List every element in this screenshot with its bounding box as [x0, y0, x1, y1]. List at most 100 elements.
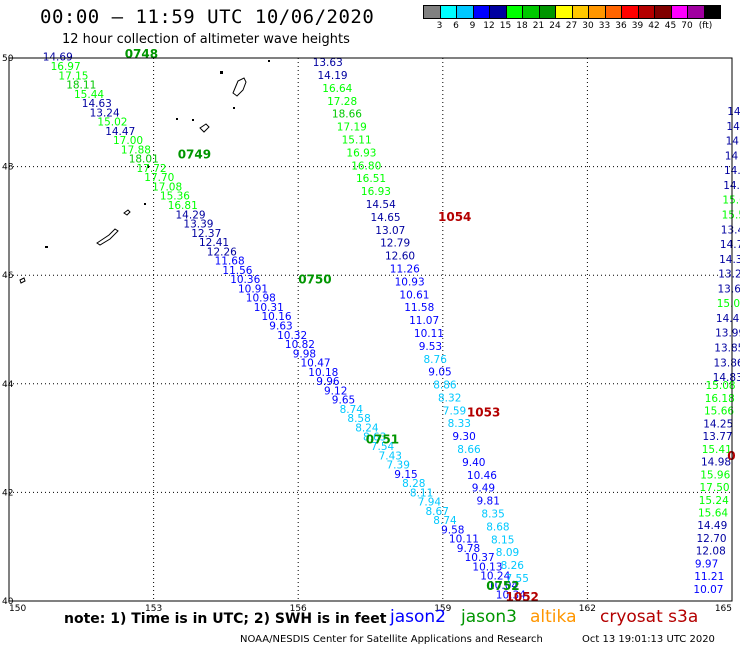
- colorbar-label: 9: [469, 21, 476, 31]
- colorbar-label: 3: [436, 21, 443, 31]
- swh-value: 7.54: [371, 441, 395, 453]
- islet: [233, 107, 235, 109]
- map-title: 00:00 – 11:59 UTC 10/06/2020: [40, 6, 375, 28]
- swh-value: 7.59: [443, 405, 466, 417]
- lon-tick-label: 156: [290, 604, 307, 614]
- pass-label: 1054: [438, 210, 471, 224]
- kuril-island: [232, 77, 247, 97]
- swh-value: 14.49: [697, 520, 727, 532]
- swh-value: 14.83: [713, 372, 740, 384]
- swh-value: 10.47: [301, 358, 331, 370]
- pass-label: 1053: [467, 405, 500, 419]
- credit: NOAA/NESDIS Center for Satellite Applica…: [240, 634, 543, 645]
- swh-value: 8.74: [340, 404, 364, 416]
- swh-value: 15.08: [706, 380, 736, 392]
- swh-value: 11.26: [390, 264, 420, 276]
- swh-value: 14.48: [716, 313, 740, 325]
- colorbar-label: 36: [615, 21, 627, 31]
- swh-value: 7.39: [387, 460, 410, 472]
- swh-value: 10.07: [693, 584, 723, 596]
- colorbar-label: 12: [483, 21, 495, 31]
- swh-value: 17.15: [58, 70, 88, 82]
- swh-value: 8.68: [486, 521, 509, 533]
- colorbar-label: 42: [648, 21, 660, 31]
- swh-value: 10.11: [449, 534, 479, 546]
- swh-value: 11.56: [222, 265, 252, 277]
- swh-value: 18.11: [66, 80, 96, 92]
- swh-value: 12.60: [385, 251, 415, 263]
- swh-value: 15.02: [717, 298, 740, 310]
- swh-value: 9.96: [316, 376, 340, 388]
- kuril-island: [123, 209, 131, 216]
- islet: [220, 71, 223, 74]
- swh-value: 17.70: [144, 172, 174, 184]
- islet: [192, 119, 194, 121]
- swh-value: 10.11: [414, 328, 444, 340]
- swh-value: 16.93: [361, 186, 391, 198]
- lon-tick-label: 165: [715, 604, 732, 614]
- wave-height-colorbar: [423, 5, 721, 19]
- lat-tick-label: 50: [2, 54, 14, 64]
- colorbar-label: 27: [565, 21, 578, 31]
- swh-value: 13.24: [90, 107, 120, 119]
- swh-value: 9.53: [419, 341, 442, 353]
- timestamp: Oct 13 19:01:13 UTC 2020: [582, 634, 715, 645]
- swh-value: 15.02: [97, 117, 127, 129]
- swh-value: 8.58: [347, 413, 370, 425]
- swh-value: 8.74: [433, 515, 457, 527]
- swh-value: 17.00: [113, 135, 143, 147]
- swh-value: 11.07: [409, 315, 439, 327]
- swh-value: 13.85: [714, 343, 740, 355]
- swh-value: 10.31: [254, 302, 284, 314]
- swh-value: 12.41: [199, 237, 229, 249]
- swh-value: 10.93: [395, 276, 425, 288]
- lat-tick-label: 42: [2, 488, 13, 498]
- swh-value: 8.32: [438, 392, 461, 404]
- swh-value: 10.91: [238, 283, 268, 295]
- swh-value: 16.97: [51, 61, 81, 73]
- colorbar-label: 30: [582, 21, 594, 31]
- swh-value: 14.98: [701, 457, 731, 469]
- swh-value: 14.29: [176, 209, 206, 221]
- swh-value: 15.44: [74, 89, 104, 101]
- swh-value: 13.86: [714, 357, 740, 369]
- colorbar-label: 21: [532, 21, 545, 31]
- colorbar-label: 6: [453, 21, 459, 31]
- lat-tick-label: 40: [2, 597, 14, 607]
- swh-value: 18.66: [332, 109, 362, 121]
- lat-tick-label: 48: [2, 163, 14, 173]
- swh-value: 17.19: [337, 122, 367, 134]
- kuril-island: [199, 123, 210, 133]
- swh-value: 16.81: [168, 200, 198, 212]
- swh-value: 12.70: [697, 533, 727, 545]
- pass-label: 0752: [486, 579, 519, 593]
- colorbar-label: 70: [681, 21, 693, 31]
- lon-tick-label: 162: [579, 604, 596, 614]
- land-islands: [19, 60, 270, 284]
- swh-value: 14.47: [105, 126, 135, 138]
- swh-observations: 14.6916.9717.1518.1115.4414.6313.2415.02…: [43, 52, 740, 602]
- colorbar-label: 33: [598, 21, 611, 31]
- swh-value: 8.24: [355, 423, 379, 435]
- islet: [268, 60, 270, 62]
- swh-value: 9.05: [428, 367, 451, 379]
- kuril-island: [19, 277, 26, 284]
- swh-value: 8.28: [402, 478, 425, 490]
- swh-value: 17.72: [137, 163, 167, 175]
- swh-value: 16.64: [322, 83, 352, 95]
- swh-value: 9.98: [293, 348, 316, 360]
- colorbar-label: (ft): [698, 21, 713, 31]
- swh-value: 18.01: [129, 154, 159, 166]
- pass-label: 0748: [125, 47, 158, 61]
- swh-value: 9.97: [695, 558, 718, 570]
- swh-value: 12.37: [191, 228, 221, 240]
- swh-value: 12.79: [380, 238, 410, 250]
- islet: [176, 118, 178, 120]
- swh-value: 11.21: [694, 571, 724, 583]
- swh-value: 8.15: [491, 534, 514, 546]
- colorbar-swatch: [703, 5, 721, 19]
- colorbar-label: 15: [499, 21, 512, 31]
- swh-value: 8.86: [433, 380, 457, 392]
- swh-value: 15.41: [702, 444, 732, 456]
